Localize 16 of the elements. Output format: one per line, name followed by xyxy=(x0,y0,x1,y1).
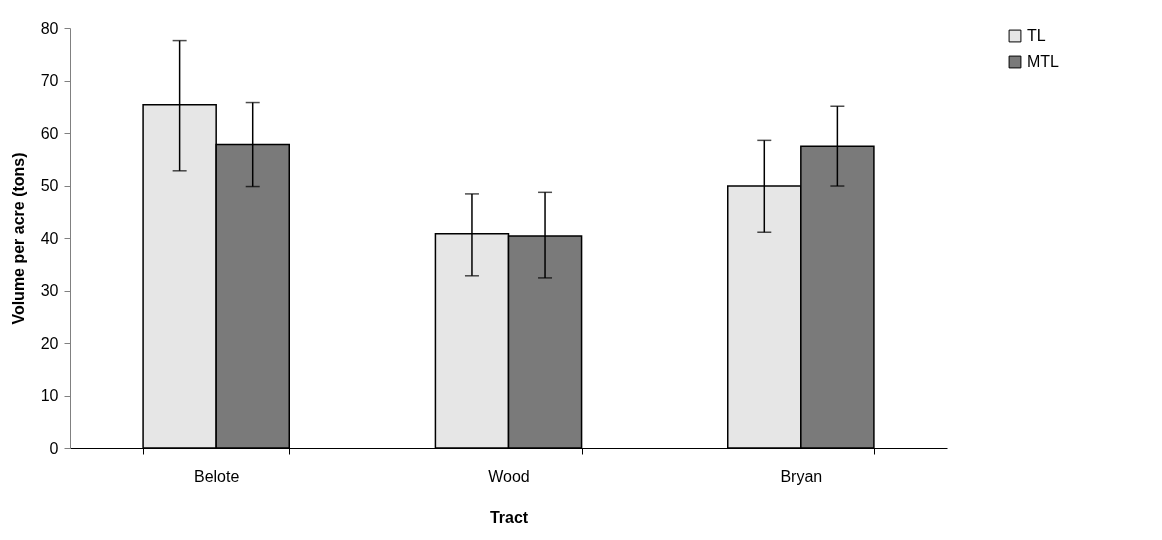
y-tick-label: 70 xyxy=(40,72,59,89)
x-tick-label: Belote xyxy=(193,467,240,485)
legend-label: MTL xyxy=(1027,53,1060,70)
y-tick-label: 50 xyxy=(40,177,59,194)
legend-label: TL xyxy=(1027,27,1046,44)
x-tick-label: Bryan xyxy=(780,467,823,485)
x-axis-title: Tract xyxy=(489,508,529,526)
y-tick-label: 40 xyxy=(40,229,59,247)
y-tick-label: 80 xyxy=(40,19,59,37)
y-tick-label: 60 xyxy=(40,124,59,142)
y-tick-label: 30 xyxy=(40,282,59,299)
x-tick-label: Wood xyxy=(488,467,530,485)
y-tick-label: 0 xyxy=(49,439,59,457)
y-tick-label: 10 xyxy=(40,387,59,404)
y-tick-label: 20 xyxy=(40,334,59,352)
y-axis-title: Volume per acre (tons) xyxy=(9,152,27,325)
